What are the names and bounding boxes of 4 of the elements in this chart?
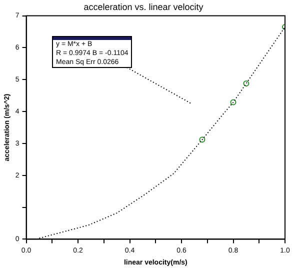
- chart-title: acceleration vs. linear velocity: [84, 2, 204, 12]
- point: [230, 99, 236, 106]
- point: [243, 80, 250, 86]
- point: [199, 136, 206, 143]
